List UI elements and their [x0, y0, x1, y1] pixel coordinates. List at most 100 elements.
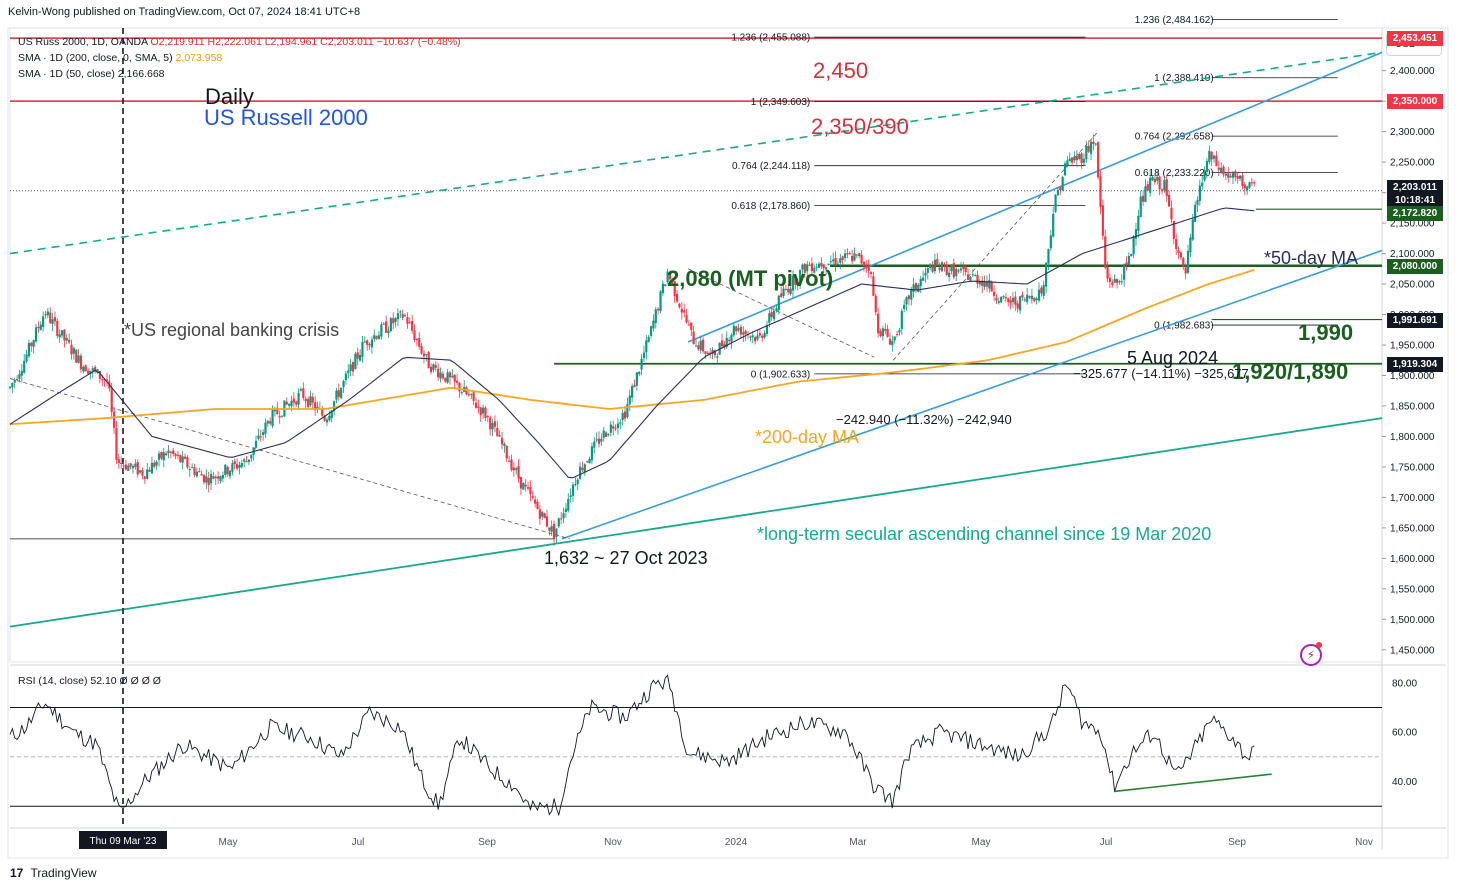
candle-body [685, 314, 688, 323]
candle-body [51, 319, 54, 325]
candle-body [614, 427, 617, 429]
candle-body [1196, 200, 1199, 205]
candle-body [455, 380, 459, 383]
candle-body [1153, 178, 1157, 183]
candle-body [484, 407, 487, 418]
candle-body [415, 338, 418, 341]
candle-body [1248, 182, 1251, 188]
candle-body [98, 371, 101, 379]
candle-body [243, 459, 246, 462]
time-tick-label: Sep [478, 837, 496, 848]
candle-body [94, 367, 97, 372]
candle-body [744, 330, 747, 334]
candle-body [723, 344, 726, 348]
candle-body [756, 335, 759, 340]
candle-body [1141, 195, 1145, 202]
secular-channel-label: *long-term secular ascending channel sin… [757, 524, 1212, 544]
candle-body [486, 416, 489, 418]
candle-body [704, 351, 707, 354]
candle-body [595, 439, 598, 441]
candle-body [363, 341, 366, 343]
candle-body [418, 337, 421, 347]
candle-body [1191, 219, 1194, 240]
candle-body [1165, 179, 1168, 197]
candle-body [288, 403, 291, 406]
candle-body [1203, 172, 1206, 181]
candle-body [697, 345, 700, 349]
candle-body [330, 410, 333, 418]
candle-body [780, 293, 783, 297]
candle-body [815, 266, 818, 268]
candle-body [493, 421, 497, 427]
candle-body [652, 320, 655, 329]
candle-body [739, 326, 743, 335]
price-tick-label: 2,100.000 [1390, 249, 1435, 260]
fib-right-label: 1 (2,388.410) [1154, 73, 1214, 84]
candle-body [460, 392, 463, 394]
candle-body [517, 466, 520, 479]
candle-body [136, 461, 139, 475]
candle-body [654, 309, 657, 323]
candle-body [174, 453, 177, 457]
candle-body [801, 264, 804, 270]
banking-crisis-label: *US regional banking crisis [124, 320, 340, 340]
candle-body [1054, 194, 1057, 212]
candle-body [976, 274, 979, 284]
time-tick-label: Jul [352, 837, 365, 848]
candle-body [27, 343, 31, 357]
candle-body [865, 265, 868, 267]
candle-body [638, 371, 641, 375]
candle-body [841, 256, 844, 260]
candle-body [1222, 166, 1225, 175]
candle-body [292, 398, 295, 403]
candle-body [23, 360, 26, 373]
candle-body [1224, 173, 1227, 176]
candle-body [924, 272, 927, 276]
lightning-icon[interactable]: ⚡ [1300, 644, 1322, 666]
candle-body [808, 264, 811, 266]
candle-body [524, 484, 527, 487]
candle-body [250, 454, 253, 459]
candle-body [401, 313, 404, 318]
candle-body [1073, 156, 1076, 161]
price-tick-label: 1,850.000 [1390, 401, 1435, 412]
candle-body [254, 441, 258, 448]
candle-body [1030, 295, 1034, 300]
candle-body [439, 372, 442, 379]
candle-body [860, 254, 863, 264]
candle-body [668, 272, 672, 280]
candle-body [399, 311, 402, 313]
candle-body [1016, 303, 1019, 309]
candle-body [713, 350, 717, 356]
candle-body [571, 484, 575, 496]
candle-body [893, 336, 896, 341]
candle-body [472, 392, 475, 401]
candles-group [8, 134, 1256, 546]
candle-body [112, 411, 116, 428]
candle-body [295, 401, 298, 405]
candle-body [1063, 163, 1067, 176]
candle-body [375, 336, 378, 339]
candle-body [382, 323, 385, 325]
candle-body [912, 284, 915, 292]
tradingview-wordmark: TradingView [30, 866, 97, 880]
candle-body [162, 452, 165, 461]
candle-body [117, 459, 120, 464]
candle-body [79, 355, 83, 370]
candle-body [1023, 299, 1026, 301]
candle-body [569, 495, 572, 497]
candle-body [209, 473, 213, 484]
candle-body [1085, 145, 1088, 160]
candle-body [30, 342, 33, 347]
candle-body [581, 467, 584, 470]
candle-body [1231, 172, 1235, 178]
candle-body [1106, 267, 1109, 279]
candle-body [552, 523, 556, 540]
candle-body [37, 326, 40, 329]
candle-body [403, 315, 407, 317]
candle-body [1151, 176, 1154, 181]
candle-body [1144, 186, 1147, 203]
candle-body [299, 389, 303, 391]
candle-body [1212, 155, 1216, 159]
candle-body [765, 325, 769, 334]
